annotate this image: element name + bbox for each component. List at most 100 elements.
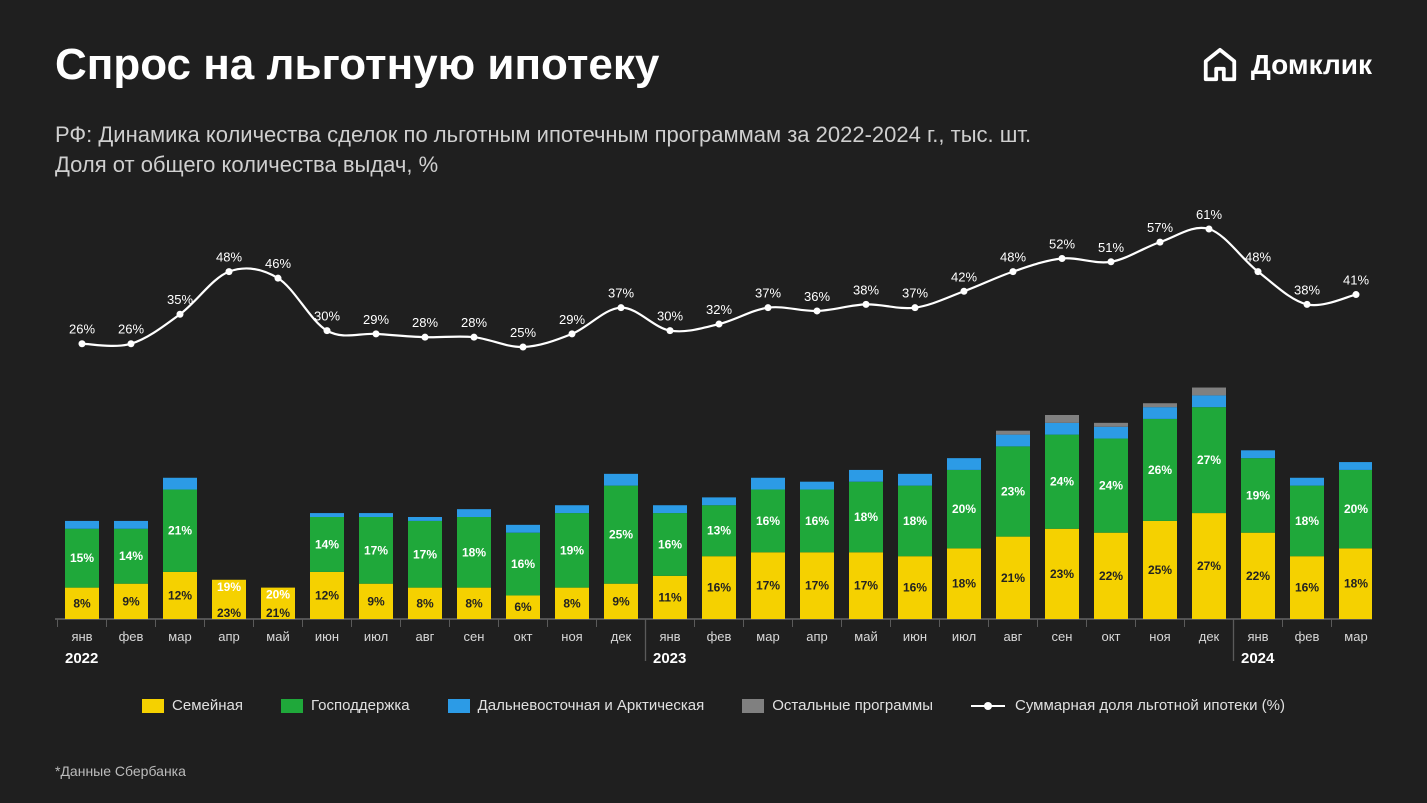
svg-text:2022: 2022 bbox=[65, 650, 98, 667]
svg-text:48%: 48% bbox=[1245, 250, 1271, 265]
svg-text:30%: 30% bbox=[657, 309, 683, 324]
svg-text:29%: 29% bbox=[559, 312, 585, 327]
svg-text:19%: 19% bbox=[1246, 489, 1270, 503]
svg-text:27%: 27% bbox=[1197, 453, 1221, 467]
svg-text:16%: 16% bbox=[658, 538, 682, 552]
svg-text:ноя: ноя bbox=[561, 629, 582, 644]
legend-fe: Дальневосточная и Арктическая bbox=[448, 697, 705, 714]
svg-text:8%: 8% bbox=[465, 597, 483, 611]
svg-text:24%: 24% bbox=[1050, 475, 1074, 489]
svg-text:11%: 11% bbox=[658, 591, 682, 605]
svg-text:25%: 25% bbox=[1148, 563, 1172, 577]
svg-text:15%: 15% bbox=[70, 552, 94, 566]
svg-text:июл: июл bbox=[364, 629, 388, 644]
svg-text:24%: 24% bbox=[1099, 479, 1123, 493]
svg-text:18%: 18% bbox=[854, 510, 878, 524]
svg-text:22%: 22% bbox=[1246, 569, 1270, 583]
svg-text:35%: 35% bbox=[167, 293, 193, 308]
svg-text:30%: 30% bbox=[314, 309, 340, 324]
svg-text:25%: 25% bbox=[510, 325, 536, 340]
brand: Домклик bbox=[1201, 46, 1372, 84]
svg-text:21%: 21% bbox=[266, 606, 290, 620]
svg-text:20%: 20% bbox=[266, 588, 290, 602]
svg-text:дек: дек bbox=[1199, 629, 1220, 644]
svg-text:21%: 21% bbox=[1001, 571, 1025, 585]
svg-text:38%: 38% bbox=[1294, 283, 1320, 298]
svg-text:18%: 18% bbox=[462, 546, 486, 560]
svg-text:17%: 17% bbox=[854, 579, 878, 593]
svg-text:8%: 8% bbox=[563, 597, 581, 611]
svg-text:ноя: ноя bbox=[1149, 629, 1170, 644]
svg-text:мар: мар bbox=[756, 629, 779, 644]
svg-text:38%: 38% bbox=[853, 283, 879, 298]
svg-text:57%: 57% bbox=[1147, 220, 1173, 235]
svg-text:48%: 48% bbox=[216, 250, 242, 265]
svg-text:16%: 16% bbox=[511, 557, 535, 571]
svg-text:13%: 13% bbox=[707, 524, 731, 538]
svg-text:46%: 46% bbox=[265, 257, 291, 272]
svg-text:26%: 26% bbox=[69, 322, 95, 337]
svg-text:июн: июн bbox=[315, 629, 339, 644]
svg-text:авг: авг bbox=[416, 629, 435, 644]
legend-family: Семейная bbox=[142, 697, 243, 714]
svg-text:14%: 14% bbox=[119, 550, 143, 564]
svg-text:июл: июл bbox=[952, 629, 976, 644]
svg-text:16%: 16% bbox=[903, 581, 927, 595]
legend-other: Остальные программы bbox=[742, 697, 933, 714]
svg-text:25%: 25% bbox=[609, 528, 633, 542]
svg-text:28%: 28% bbox=[461, 316, 487, 331]
svg-text:май: май bbox=[854, 629, 877, 644]
svg-text:37%: 37% bbox=[608, 286, 634, 301]
svg-text:18%: 18% bbox=[903, 514, 927, 528]
svg-text:29%: 29% bbox=[363, 312, 389, 327]
svg-text:окт: окт bbox=[1101, 629, 1120, 644]
page-title: Спрос на льготную ипотеку bbox=[55, 40, 1372, 90]
svg-text:23%: 23% bbox=[1001, 485, 1025, 499]
svg-text:42%: 42% bbox=[951, 270, 977, 285]
svg-text:8%: 8% bbox=[416, 597, 434, 611]
svg-text:18%: 18% bbox=[1295, 514, 1319, 528]
svg-text:18%: 18% bbox=[952, 577, 976, 591]
svg-text:41%: 41% bbox=[1343, 273, 1369, 288]
svg-text:мар: мар bbox=[168, 629, 191, 644]
svg-text:9%: 9% bbox=[612, 595, 630, 609]
svg-text:16%: 16% bbox=[707, 581, 731, 595]
svg-text:32%: 32% bbox=[706, 302, 732, 317]
legend-gov-label: Господдержка bbox=[311, 697, 410, 714]
svg-text:мар: мар bbox=[1344, 629, 1367, 644]
page-subtitle: РФ: Динамика количества сделок по льготн… bbox=[55, 120, 1372, 179]
svg-text:янв: янв bbox=[71, 629, 92, 644]
svg-text:21%: 21% bbox=[168, 524, 192, 538]
svg-text:янв: янв bbox=[1247, 629, 1268, 644]
svg-text:17%: 17% bbox=[756, 579, 780, 593]
svg-text:фев: фев bbox=[119, 629, 144, 644]
svg-text:36%: 36% bbox=[804, 289, 830, 304]
svg-text:52%: 52% bbox=[1049, 237, 1075, 252]
svg-text:авг: авг bbox=[1004, 629, 1023, 644]
svg-text:17%: 17% bbox=[805, 579, 829, 593]
svg-text:16%: 16% bbox=[1295, 581, 1319, 595]
svg-text:8%: 8% bbox=[73, 597, 91, 611]
svg-text:фев: фев bbox=[1295, 629, 1320, 644]
svg-text:июн: июн bbox=[903, 629, 927, 644]
svg-text:37%: 37% bbox=[902, 286, 928, 301]
svg-text:апр: апр bbox=[806, 629, 828, 644]
svg-text:18%: 18% bbox=[1344, 577, 1368, 591]
svg-text:22%: 22% bbox=[1099, 569, 1123, 583]
svg-text:23%: 23% bbox=[1050, 567, 1074, 581]
svg-text:17%: 17% bbox=[364, 544, 388, 558]
svg-text:дек: дек bbox=[611, 629, 632, 644]
brand-name: Домклик bbox=[1251, 49, 1372, 81]
svg-text:37%: 37% bbox=[755, 286, 781, 301]
legend-fe-label: Дальневосточная и Арктическая bbox=[478, 697, 705, 714]
svg-text:6%: 6% bbox=[514, 601, 532, 615]
footer-note: *Данные Сбербанка bbox=[55, 763, 186, 779]
svg-text:48%: 48% bbox=[1000, 250, 1026, 265]
svg-text:16%: 16% bbox=[756, 514, 780, 528]
svg-text:16%: 16% bbox=[805, 514, 829, 528]
svg-text:окт: окт bbox=[513, 629, 532, 644]
svg-text:14%: 14% bbox=[315, 538, 339, 552]
legend-family-label: Семейная bbox=[172, 697, 243, 714]
svg-text:апр: апр bbox=[218, 629, 240, 644]
svg-text:26%: 26% bbox=[118, 322, 144, 337]
